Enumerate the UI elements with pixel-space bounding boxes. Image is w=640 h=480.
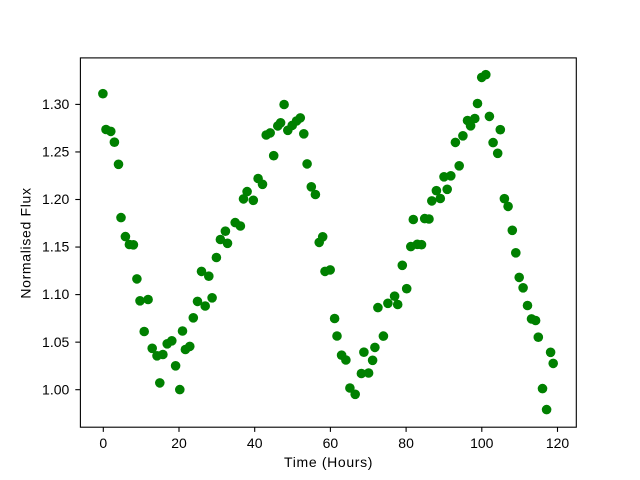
svg-text:Time (Hours): Time (Hours): [284, 454, 373, 470]
svg-text:1.25: 1.25: [42, 144, 69, 160]
svg-text:120: 120: [546, 435, 570, 451]
svg-text:40: 40: [247, 435, 263, 451]
svg-text:Normalised Flux: Normalised Flux: [18, 187, 34, 298]
svg-text:0: 0: [99, 435, 107, 451]
svg-text:1.00: 1.00: [42, 381, 69, 397]
svg-text:100: 100: [470, 435, 494, 451]
svg-text:60: 60: [323, 435, 339, 451]
svg-text:80: 80: [398, 435, 414, 451]
svg-text:1.20: 1.20: [42, 191, 69, 207]
svg-text:1.30: 1.30: [42, 96, 69, 112]
svg-text:1.15: 1.15: [42, 239, 69, 255]
svg-text:20: 20: [171, 435, 187, 451]
svg-text:1.10: 1.10: [42, 286, 69, 302]
svg-text:1.05: 1.05: [42, 334, 69, 350]
